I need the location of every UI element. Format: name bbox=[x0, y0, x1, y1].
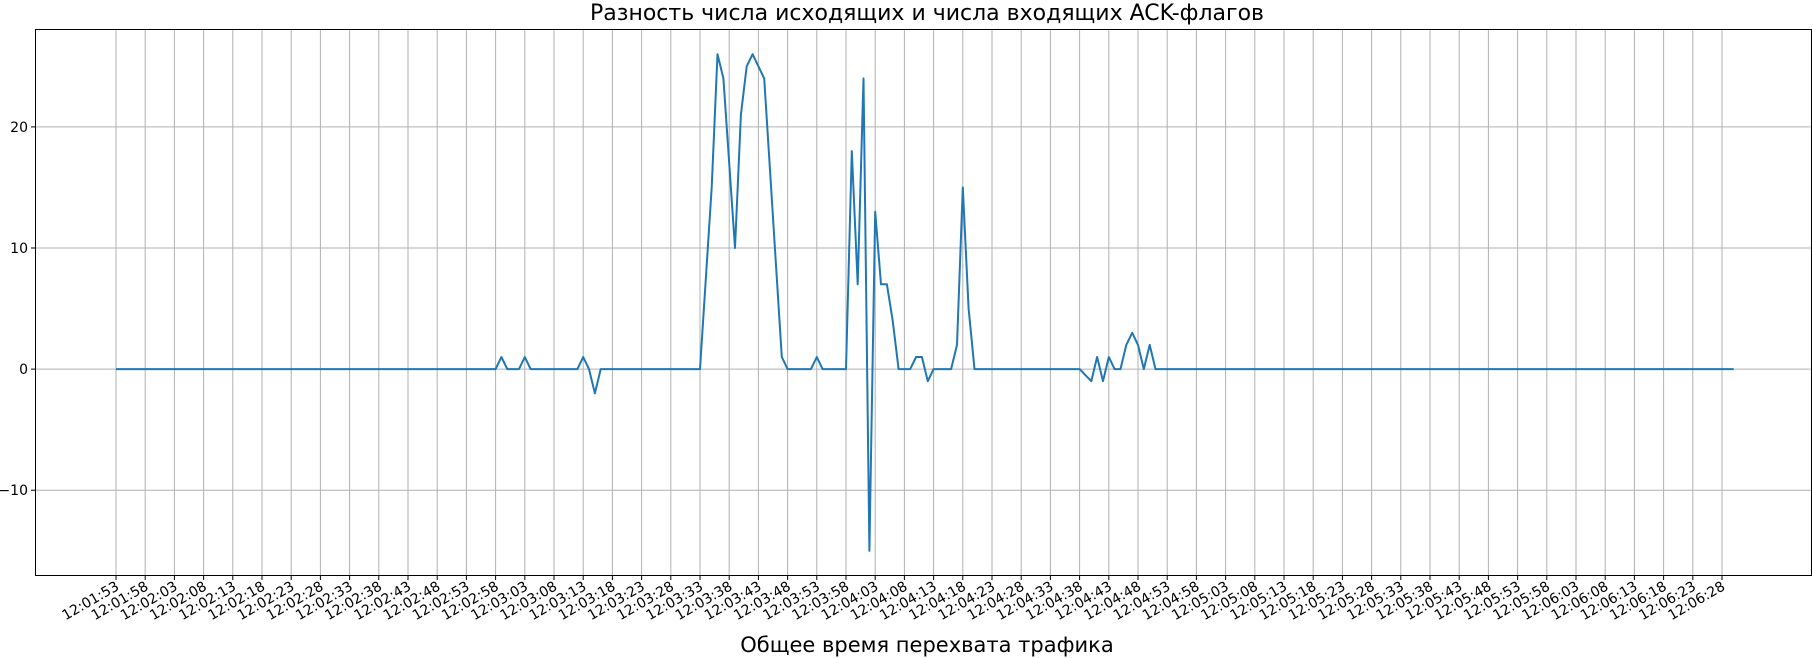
plot-area-frame bbox=[35, 29, 1812, 576]
series-line-0 bbox=[116, 53, 1734, 552]
series-layer bbox=[116, 53, 1734, 552]
chart-title: Разность числа исходящих и числа входящи… bbox=[590, 1, 1264, 26]
y-tick-label: 10 bbox=[10, 241, 28, 257]
x-axis-label: Общее время перехвата трафика bbox=[740, 633, 1114, 657]
y-tick-label: 20 bbox=[10, 120, 28, 136]
x-axis: 12:01:5312:01:5812:02:0312:02:0812:02:13… bbox=[60, 575, 1728, 624]
y-tick-label: −10 bbox=[0, 483, 28, 499]
y-axis: −10 0 10 20 bbox=[0, 120, 36, 499]
grid bbox=[36, 30, 1811, 575]
y-tick-label: 0 bbox=[19, 362, 28, 378]
